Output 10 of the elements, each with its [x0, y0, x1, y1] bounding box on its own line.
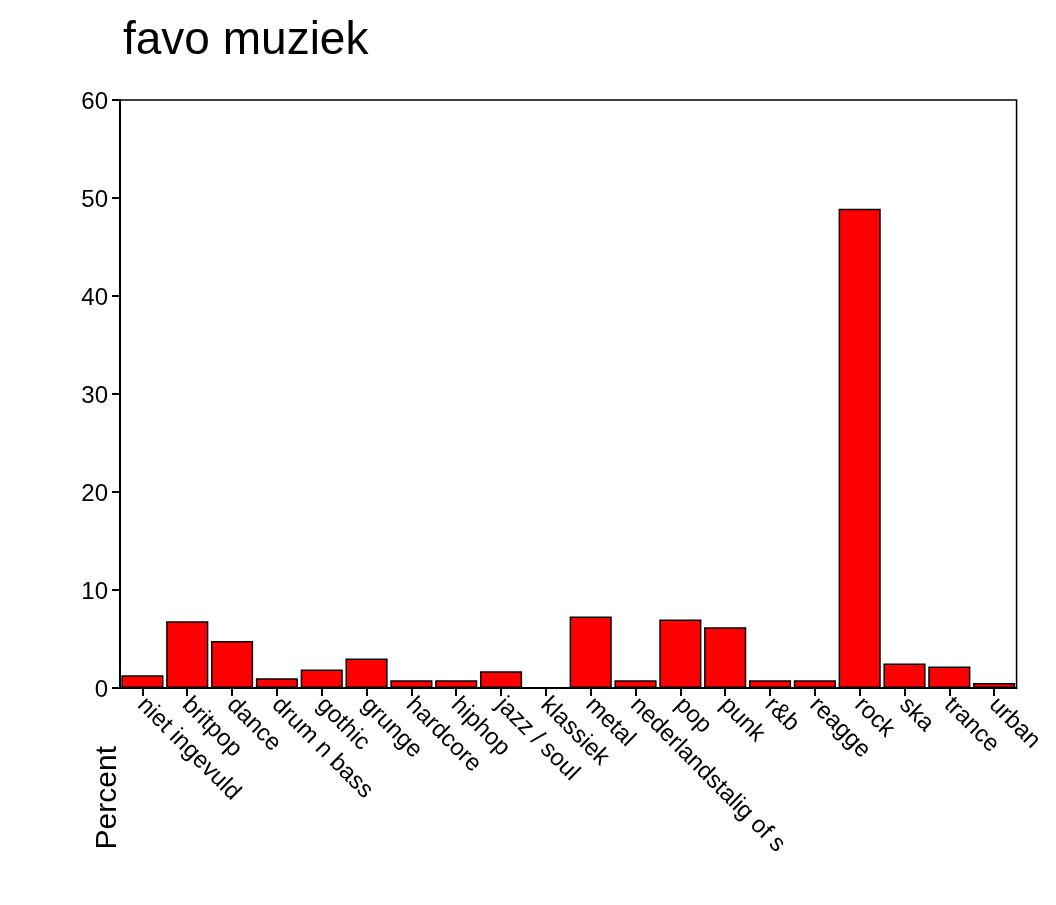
- y-tick-label: 40: [81, 282, 108, 310]
- y-axis-title: Percent: [88, 745, 122, 850]
- y-tick-label: 30: [81, 380, 108, 408]
- chart-title: favo muziek: [123, 12, 370, 64]
- y-tick-label: 50: [81, 184, 108, 212]
- x-tick-label: ska: [894, 690, 941, 737]
- y-tick-label: 20: [81, 478, 108, 506]
- y-tick-label: 0: [94, 674, 108, 702]
- y-tick-label: 10: [81, 576, 108, 604]
- y-tick-label: 60: [81, 86, 108, 114]
